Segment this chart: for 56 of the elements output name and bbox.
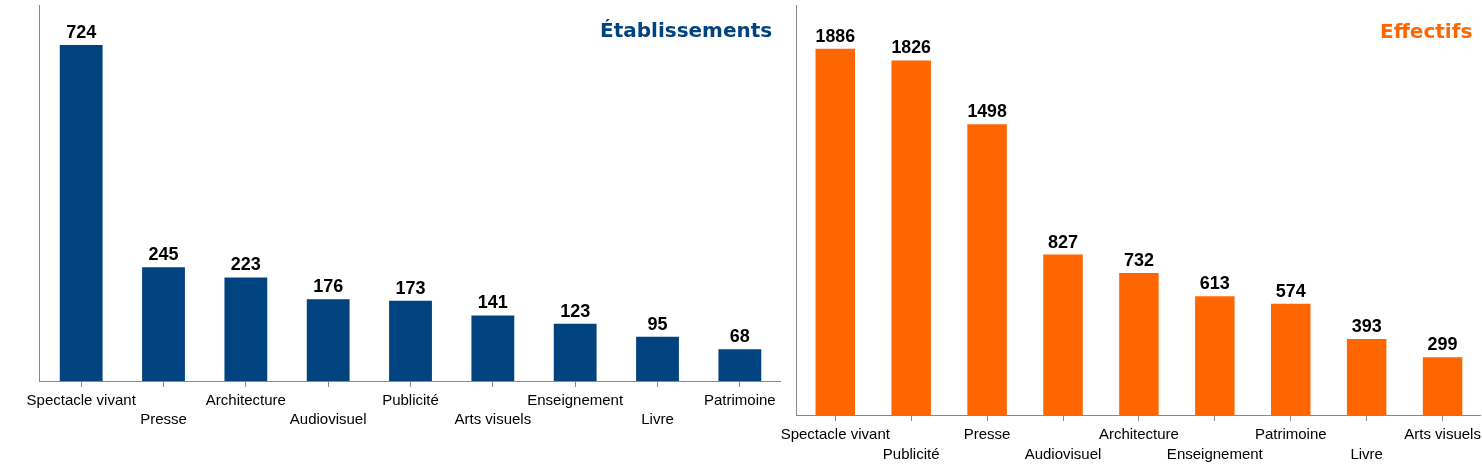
bar (389, 300, 432, 381)
x-tick-label: Enseignement (527, 390, 624, 408)
data-label: 1826 (891, 37, 932, 58)
data-label: 732 (1123, 250, 1154, 271)
x-tick-label: Audiovisuel (289, 410, 367, 428)
data-label: 827 (1047, 231, 1079, 252)
bar (1195, 296, 1235, 416)
x-tick-label: Enseignement (1166, 444, 1264, 462)
data-label: 724 (66, 22, 97, 43)
bar (1271, 303, 1311, 416)
bar (142, 267, 185, 381)
data-label: 141 (477, 292, 508, 313)
bar (636, 336, 679, 381)
x-tick-label: Arts visuels (454, 410, 532, 428)
data-label: 245 (148, 244, 179, 265)
x-tick-label: Architecture (1098, 425, 1179, 443)
data-label: 574 (1275, 280, 1306, 301)
data-label: 1886 (815, 25, 856, 46)
x-tick-label: Publicité (882, 444, 940, 462)
x-tick-label: Spectacle vivant (26, 390, 137, 408)
x-tick-label: Presse (963, 425, 1011, 443)
x-tick-label: Livre (1350, 444, 1383, 462)
x-tick-label: Livre (641, 410, 674, 428)
x-tick-label: Patrimoine (1254, 425, 1327, 443)
x-tick-label: Patrimoine (703, 390, 776, 408)
data-label: 176 (313, 276, 344, 297)
data-label: 299 (1427, 334, 1458, 355)
bar (553, 323, 597, 381)
bar (471, 315, 515, 381)
data-label: 173 (395, 277, 426, 298)
data-label: 95 (647, 313, 668, 334)
x-tick-label: Architecture (205, 390, 286, 408)
data-label: 123 (560, 300, 591, 321)
x-tick-label: Arts visuels (1404, 425, 1481, 443)
bar (1043, 254, 1083, 416)
x-tick-label: Spectacle vivant (780, 425, 891, 443)
data-label: 613 (1199, 273, 1230, 294)
bar (1119, 273, 1159, 416)
x-tick-label: Audiovisuel (1024, 444, 1102, 462)
x-tick-label: Publicité (382, 390, 439, 408)
data-label: 393 (1351, 315, 1382, 336)
bar (718, 349, 762, 381)
data-label: 1498 (967, 101, 1007, 122)
bar (815, 48, 856, 416)
data-label: 223 (230, 254, 261, 275)
data-label: 68 (729, 326, 750, 347)
bar (224, 277, 268, 381)
chart-title: Établissements (600, 18, 773, 42)
x-tick-label: Presse (140, 410, 187, 428)
chart-title: Effectifs (1380, 19, 1473, 43)
bar (1346, 338, 1387, 416)
bar (306, 299, 350, 381)
bar (1422, 357, 1463, 416)
bar (59, 45, 103, 381)
bar (967, 124, 1007, 416)
bar (891, 60, 931, 416)
